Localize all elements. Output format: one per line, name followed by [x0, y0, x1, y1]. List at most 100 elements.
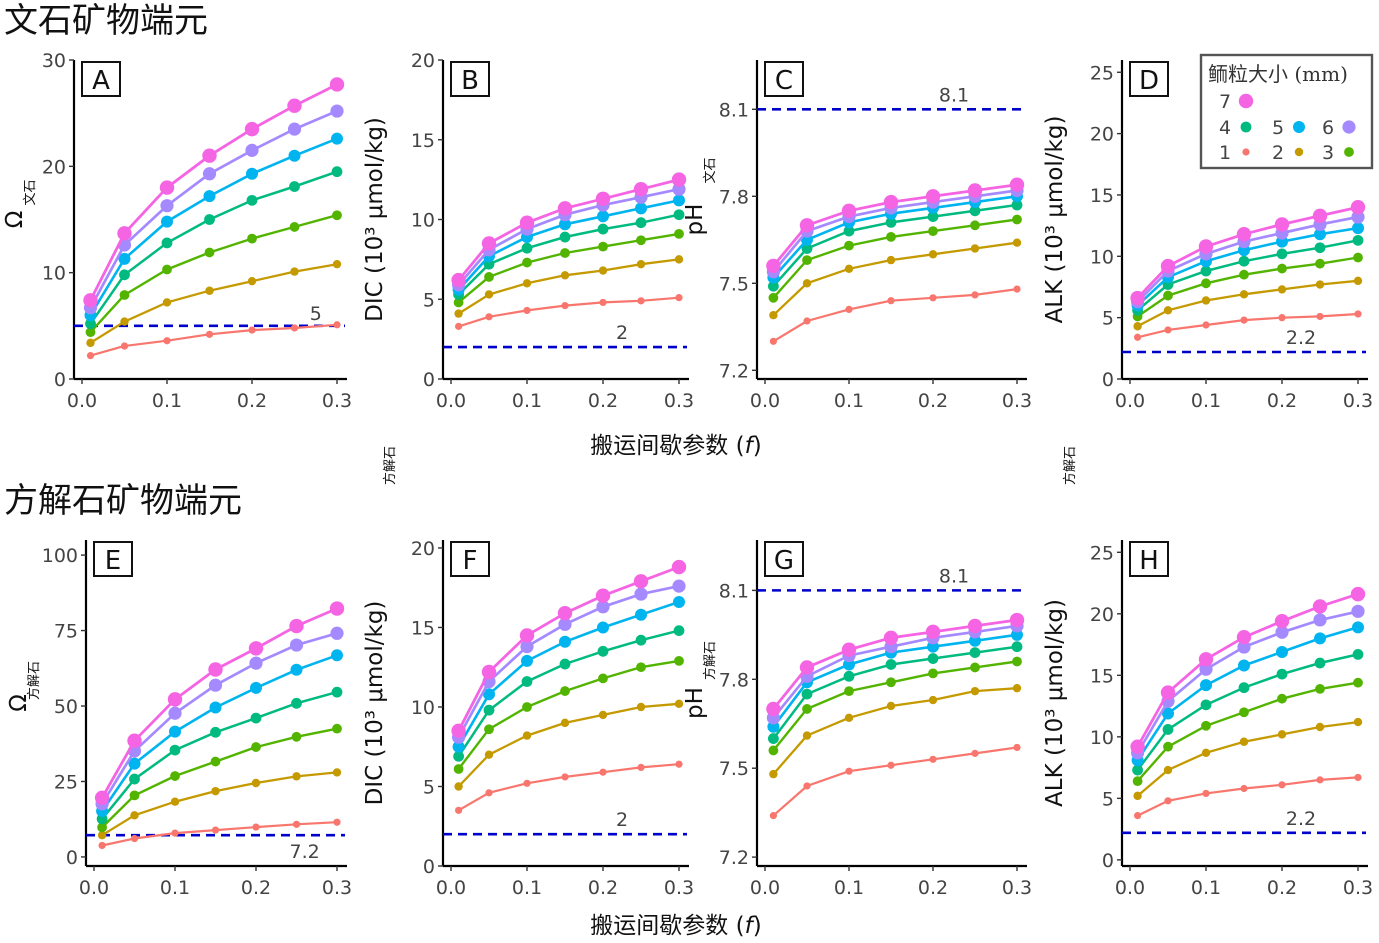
point-7	[799, 660, 815, 675]
x-tick-label: 0.0	[436, 390, 466, 412]
y-tick-label: 15	[1090, 665, 1114, 687]
point-6	[330, 104, 344, 118]
panel-h: 0 5 10 15 20 25 0.0 0.1 0.2 0.3 2.2 H ALK (10³ μmol/…	[1042, 446, 1373, 899]
y-axis-label-main: DIC (10³ μmol/kg)	[362, 601, 388, 806]
point-4	[521, 676, 533, 687]
point-2	[928, 250, 938, 259]
point-2	[292, 772, 301, 781]
point-6	[168, 706, 182, 720]
point-6	[160, 199, 174, 213]
y-axis-label: ALK (10³ μmol/kg)	[1042, 116, 1068, 324]
reference-label: 7.2	[289, 841, 319, 863]
point-7	[557, 605, 573, 621]
point-3	[560, 686, 570, 696]
point-1	[1202, 789, 1210, 798]
point-1	[455, 322, 463, 330]
point-1	[1240, 316, 1248, 324]
point-7	[1274, 613, 1290, 629]
point-7	[287, 98, 302, 113]
point-5	[1200, 679, 1212, 692]
x-tick-label: 0.2	[237, 390, 267, 412]
point-3	[1201, 278, 1211, 289]
y-tick-label: 7.2	[719, 360, 749, 382]
y-tick-label: 75	[54, 621, 78, 643]
point-7	[481, 236, 497, 251]
point-1	[211, 826, 220, 834]
series-line-2	[772, 687, 1018, 775]
series-line-1	[772, 746, 1018, 817]
point-4	[204, 214, 215, 225]
point-5	[559, 218, 571, 231]
y-tick-label: 10	[1090, 246, 1114, 268]
point-1	[803, 317, 811, 325]
point-7	[1274, 217, 1290, 232]
legend-label-2: 2	[1272, 142, 1284, 164]
reference-label: 2	[616, 809, 628, 831]
point-1	[929, 294, 937, 302]
y-tick-label: 15	[1090, 185, 1114, 207]
point-4	[885, 217, 897, 228]
point-5	[331, 649, 343, 662]
y-tick-label: 10	[411, 697, 435, 719]
point-4	[1238, 255, 1250, 267]
point-6	[1313, 613, 1327, 627]
point-7	[967, 618, 983, 634]
point-3	[1353, 252, 1363, 263]
point-7	[1236, 629, 1252, 645]
panel-letter-box	[93, 541, 133, 577]
x-axis-label-1: 搬运间歇参数 (f)	[590, 433, 761, 459]
point-5	[1162, 707, 1174, 720]
point-4	[597, 645, 609, 657]
point-4	[768, 733, 779, 744]
point-5	[1314, 228, 1326, 241]
point-4	[169, 744, 181, 756]
point-2	[598, 710, 608, 720]
point-2	[205, 286, 214, 295]
panel-a: 0 10 20 30 0.0 0.1 0.2 0.3 5 A Ω 文石	[2, 50, 352, 412]
legend-swatch-3	[1344, 147, 1354, 157]
point-2	[332, 259, 342, 269]
point-4	[559, 658, 571, 670]
point-5	[161, 215, 173, 228]
y-tick-label: 7.2	[719, 847, 749, 869]
point-4	[1162, 724, 1174, 735]
point-4	[210, 726, 221, 738]
x-tick-label: 0.3	[1343, 877, 1373, 899]
point-7	[202, 148, 217, 163]
y-tick-label: 5	[423, 289, 435, 311]
point-4	[331, 686, 343, 698]
point-2	[1277, 285, 1287, 294]
y-tick-label: 25	[54, 771, 78, 793]
point-1	[171, 829, 179, 837]
point-6	[202, 167, 217, 181]
point-1	[485, 789, 493, 797]
y-axis-label-main: pH	[682, 687, 708, 719]
point-7	[1009, 612, 1025, 628]
x-tick-label: 0.0	[750, 390, 780, 412]
point-3	[844, 240, 854, 251]
point-2	[1353, 276, 1363, 286]
point-5	[767, 720, 780, 733]
point-1	[675, 760, 683, 768]
point-3	[1315, 683, 1325, 694]
point-3	[674, 228, 684, 239]
point-1	[561, 302, 569, 310]
point-3	[484, 272, 494, 282]
point-1	[292, 820, 301, 828]
x-tick-label: 0.3	[664, 877, 694, 899]
point-4	[453, 750, 464, 762]
panel-letter: A	[92, 66, 110, 96]
point-3	[289, 222, 300, 232]
point-3	[970, 220, 980, 231]
point-1	[1134, 333, 1142, 341]
point-3	[802, 255, 812, 265]
point-1	[971, 749, 979, 757]
y-tick-label: 7.5	[719, 273, 749, 295]
x-tick-label: 0.1	[160, 877, 190, 899]
point-1	[1164, 326, 1172, 334]
y-axis-label-main: ALK (10³ μmol/kg)	[1042, 599, 1068, 807]
point-1	[887, 297, 895, 305]
point-7	[208, 662, 223, 677]
point-5	[969, 634, 981, 647]
